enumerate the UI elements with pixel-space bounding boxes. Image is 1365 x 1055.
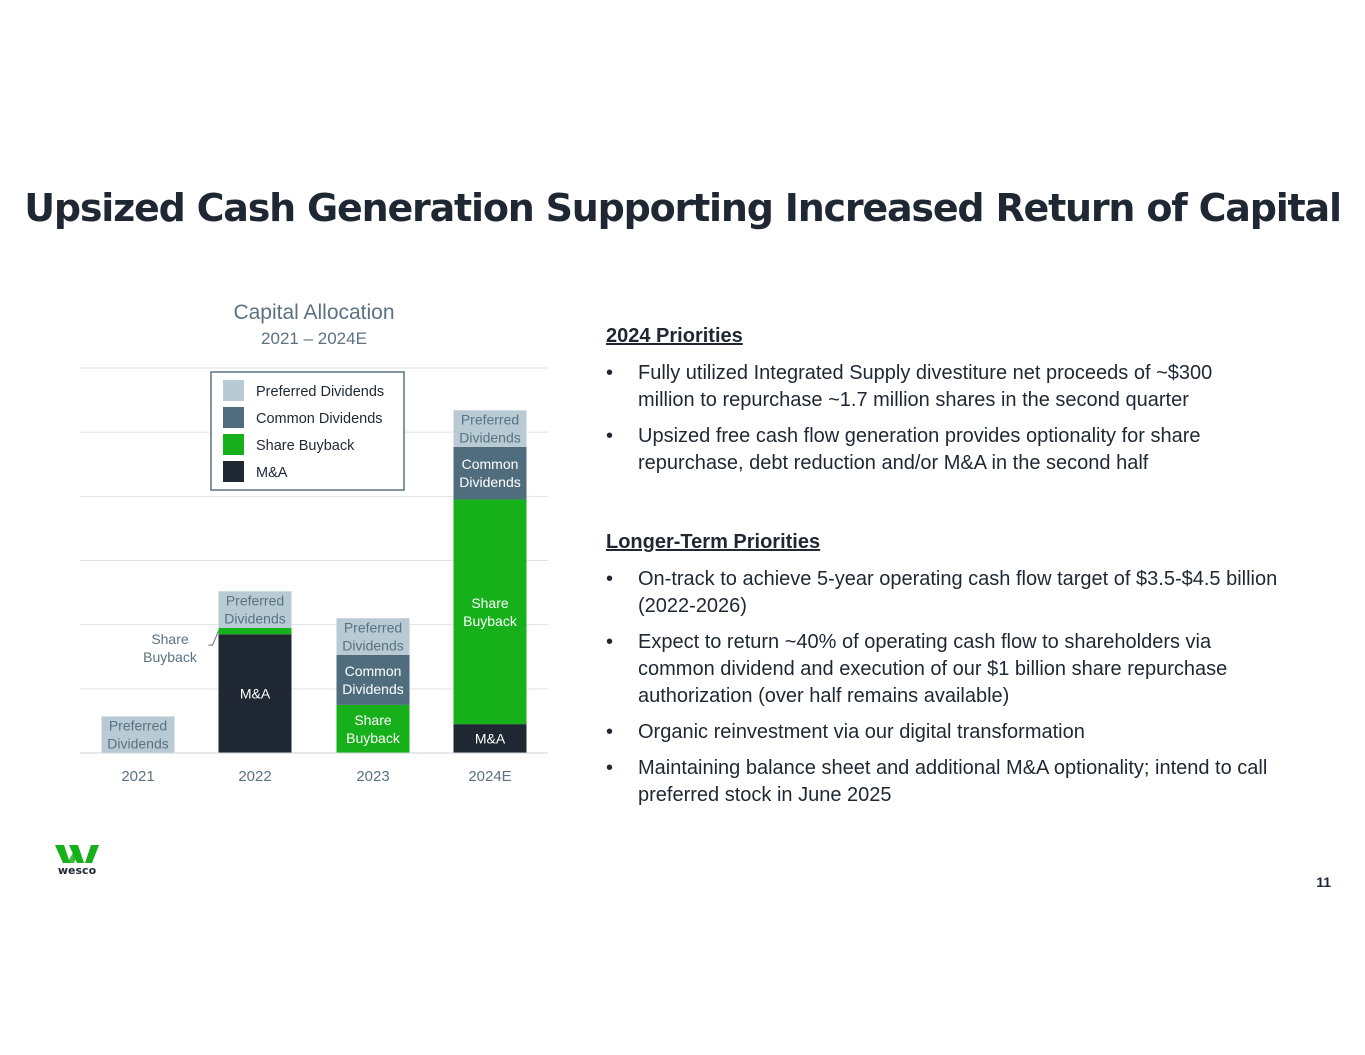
bar-share-buyback-2023 [336, 704, 410, 753]
priorities-2024-list: Fully utilized Integrated Supply divesti… [606, 360, 1306, 477]
bar-share-buyback-2024e [453, 499, 527, 725]
legend-label-common-dividends: Common Dividends [256, 411, 383, 427]
bar-label-manda-2024e: M&A [475, 731, 506, 747]
legend-swatch-preferred-dividends [223, 380, 244, 401]
capital-allocation-chart: Capital Allocation 2021 – 2024E Preferre… [80, 301, 548, 785]
chart-bars [101, 410, 527, 753]
legend-label-share-buyback: Share Buyback [256, 438, 355, 454]
bar-manda-2024e [453, 724, 527, 753]
chart-bar-labels: Preferred Dividends M&A Preferred Dividends S… [107, 412, 520, 752]
x-tick-label-2021: 2021 [121, 768, 154, 785]
annotation-share-buyback-label: Share Buyback [143, 631, 198, 665]
bar-label-preferred-dividends-2023: Preferred Dividends [342, 620, 403, 654]
bar-label-common-dividends-2024e: Common Dividends [459, 456, 520, 490]
wesco-logo-icon [55, 845, 99, 863]
list-item: Expect to return ~40% of operating cash … [606, 629, 1278, 710]
chart-title: Capital Allocation [233, 301, 394, 324]
priorities-panel: 2024 Priorities Fully utilized Integrate… [606, 322, 1306, 818]
chart-x-axis: 2021 2022 2023 2024E [80, 752, 548, 785]
priorities-longer-term-heading: Longer-Term Priorities [606, 531, 821, 553]
x-tick-label-2023: 2023 [356, 768, 389, 785]
bar-label-share-buyback-2023: Share Buyback [346, 712, 401, 746]
bar-share-buyback-2022 [218, 627, 292, 635]
legend-label-preferred-dividends: Preferred Dividends [256, 384, 384, 400]
bar-label-share-buyback-2024e: Share Buyback [463, 595, 518, 629]
legend-label-manda: M&A [256, 465, 288, 481]
x-tick-label-2024e: 2024E [468, 768, 511, 785]
priorities-2024-heading: 2024 Priorities [606, 325, 743, 347]
list-item: Upsized free cash flow generation provid… [606, 423, 1238, 477]
list-item: Fully utilized Integrated Supply divesti… [606, 360, 1238, 414]
bar-manda-2022 [218, 634, 292, 753]
list-item: Organic reinvestment via our digital tra… [606, 719, 1278, 746]
x-tick-label-2022: 2022 [238, 768, 271, 785]
chart-subtitle: 2021 – 2024E [261, 329, 367, 348]
list-item: On-track to achieve 5-year operating cas… [606, 566, 1278, 620]
chart-annotations: Share Buyback [143, 630, 219, 665]
bar-label-manda-2022: M&A [240, 686, 271, 702]
bar-label-preferred-dividends-2024e: Preferred Dividends [459, 412, 520, 446]
bar-common-dividends-2023 [336, 654, 410, 705]
bar-preferred-dividends-2024e [453, 410, 527, 447]
annotation-leader-line [208, 630, 219, 646]
bar-preferred-dividends-2021 [101, 716, 175, 753]
bar-preferred-dividends-2022 [218, 591, 292, 628]
list-item: Maintaining balance sheet and additional… [606, 755, 1278, 809]
bar-label-common-dividends-2023: Common Dividends [342, 663, 403, 697]
page-number: 11 [1316, 874, 1331, 890]
logo-text: wesco [57, 864, 97, 877]
bar-preferred-dividends-2023 [336, 618, 410, 655]
bar-label-preferred-dividends-2022: Preferred Dividends [224, 593, 285, 627]
slide-title: Upsized Cash Generation Supporting Incre… [24, 186, 1342, 230]
legend-swatch-share-buyback [223, 434, 244, 455]
legend-swatch-common-dividends [223, 407, 244, 428]
bar-common-dividends-2024e [453, 446, 527, 500]
priorities-longer-term-section: Longer-Term Priorities On-track to achie… [606, 528, 1306, 809]
chart-legend: Preferred Dividends Common Dividends Share… [210, 371, 405, 491]
legend-swatch-manda [223, 461, 244, 482]
priorities-longer-term-list: On-track to achieve 5-year operating cas… [606, 566, 1306, 809]
priorities-2024-section: 2024 Priorities Fully utilized Integrate… [606, 322, 1306, 528]
bar-label-preferred-dividends-2021: Preferred Dividends [107, 718, 168, 752]
